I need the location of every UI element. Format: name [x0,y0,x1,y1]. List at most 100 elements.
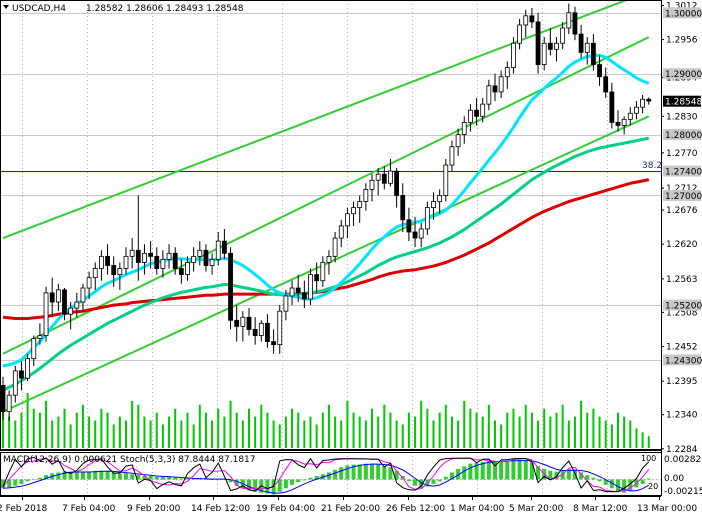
level-label: 1.27000 [665,192,702,202]
level-label-box [663,68,701,80]
candle-body [240,316,246,327]
candle [486,79,492,111]
candle [80,283,86,312]
candle-body [271,341,277,346]
candle [228,247,233,330]
candle-body [277,310,283,346]
candle-body [117,268,123,276]
macd-bar [124,473,128,480]
candle-body [338,225,344,239]
candlesticks [0,3,652,421]
price-axis: 1.30121.29561.28941.28301.27701.27121.26… [642,0,702,496]
macd-bar [185,478,190,480]
candle [375,168,381,196]
candle [148,241,154,269]
macd-bar [333,469,338,480]
candle [504,61,510,89]
candle [529,7,535,29]
indicator-pane: MACD(12,26,9) 0.000621 Stoch(5,3,3) 87.8… [0,450,702,497]
candle [437,189,443,214]
candle [492,73,498,102]
candle [185,256,190,281]
candle [252,317,258,345]
candle-body [99,255,104,269]
indicator-tick-top: 0.002822 [664,455,702,465]
candle-body [197,249,203,257]
candle [547,28,553,56]
level-label-box [663,299,701,311]
macd-bar [511,460,516,480]
macd-bar [93,470,98,480]
macd-bar [191,478,196,480]
symbol-label: USDCAD,H4 [12,4,66,14]
candle-body [431,201,436,209]
fibo-marker-label: 38.2 [642,161,662,171]
candle-body [424,207,430,230]
candle [517,18,522,50]
price-tick-label: 1.2452 [666,342,698,352]
candle-body [246,316,252,330]
candle-body [234,319,240,327]
candle [166,244,172,269]
candle-body [252,329,258,336]
macd-bar [536,466,541,480]
candle [591,34,596,71]
macd-bar [31,479,36,480]
macd-bar [62,471,67,480]
candle-body [68,307,74,315]
candle [431,192,436,220]
dropdown-triangle-icon[interactable] [3,5,9,9]
horizontal-levels [0,13,661,361]
candle [31,335,37,366]
candle-body [584,42,590,53]
candle [240,311,246,342]
macd-bar [480,461,485,480]
candle [172,247,178,275]
candle-body [111,265,117,276]
candle [142,244,147,275]
candle-body [142,252,147,263]
candle [92,262,98,290]
candle-body [148,252,154,257]
candle [498,70,504,99]
candle [326,250,332,275]
candle-body [6,394,12,413]
candle [62,288,67,321]
macd-bar [449,472,454,480]
candle-body [609,91,615,123]
candle [314,262,320,293]
macd-bar [394,470,399,480]
macd-bar [628,479,633,491]
macd-bar [142,475,147,480]
macd-bar [388,467,393,480]
candle-body [388,170,393,184]
candle-body [486,85,492,105]
macd-bar [548,470,553,480]
time-label: 9 Feb 20:00 [127,504,181,514]
candle-body [74,301,80,309]
candle [369,174,375,202]
macd-bar [13,479,18,486]
candle-body [172,252,178,269]
candle-body [467,109,473,123]
candle-body [351,207,356,215]
time-axis: 2 Feb 2018 7 Feb 04:00 9 Feb 20:00 14 Feb 1… [0,496,697,514]
current-price-tag: 1.28548 [663,95,702,108]
candle [86,271,92,299]
candle [43,286,49,342]
candle [265,314,270,348]
candle-body [209,259,215,266]
time-label: 19 Feb 04:00 [256,504,315,514]
macd-bar [130,474,135,480]
candle-body [258,322,264,336]
macd-bar [640,479,645,484]
macd-bar [357,464,362,480]
price-tick-label: 1.2956 [666,36,698,46]
candle-body [504,67,510,78]
candle [578,24,584,59]
candle-body [289,287,295,297]
macd-bar [1,479,5,489]
macd-bar [136,475,141,480]
candle-body [191,255,197,263]
